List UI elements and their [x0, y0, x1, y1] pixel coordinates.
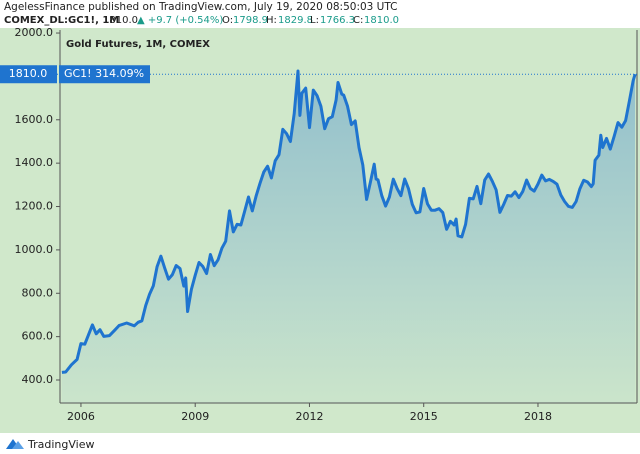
ohlc-label: O:	[222, 15, 233, 26]
y-tick-label: 600.0	[22, 330, 54, 343]
series-label-box	[59, 65, 150, 84]
publisher: AgelessFinance published on TradingView.…	[4, 1, 398, 13]
ohlc-value: 1810.0	[364, 15, 399, 26]
x-tick-label: 2015	[410, 410, 438, 423]
y-tick-label: 1600.0	[15, 113, 54, 126]
area	[61, 71, 636, 403]
x-tick-label: 2012	[295, 410, 323, 423]
ohlc-value: 1829.8	[278, 15, 313, 26]
x-tick-label: 2006	[67, 410, 95, 423]
price-label-box	[0, 65, 57, 84]
legend: Gold Futures, 1M, COMEX	[66, 39, 210, 50]
y-tick-label: 400.0	[22, 373, 54, 386]
y-tick-label: 1000.0	[15, 243, 54, 256]
y-tick-label: 1400.0	[15, 156, 54, 169]
symbol: COMEX_DL:GC1!, 1M	[4, 15, 119, 26]
series-label: GC1! 314.09%	[64, 67, 144, 80]
price-label: 1810.0	[9, 67, 48, 80]
y-tick-label: 1200.0	[15, 200, 54, 213]
brand-logo	[6, 439, 24, 449]
ohlc-label: H:	[266, 15, 277, 26]
brand: TradingView	[27, 438, 94, 451]
ohlc-label: L:	[310, 15, 319, 26]
ohlc-label: C:	[353, 15, 363, 26]
line	[61, 69, 637, 374]
ohlc-value: 1798.9	[233, 15, 268, 26]
x-tick-label: 2009	[181, 410, 209, 423]
last: 1810.0	[103, 15, 138, 26]
change: ▲ +9.7 (+0.54%)	[137, 15, 223, 26]
y-tick-label: 2000.0	[15, 26, 54, 39]
ohlc-value: 1766.3	[320, 15, 355, 26]
y-tick-label: 800.0	[22, 286, 54, 299]
x-tick-label: 2018	[524, 410, 552, 423]
